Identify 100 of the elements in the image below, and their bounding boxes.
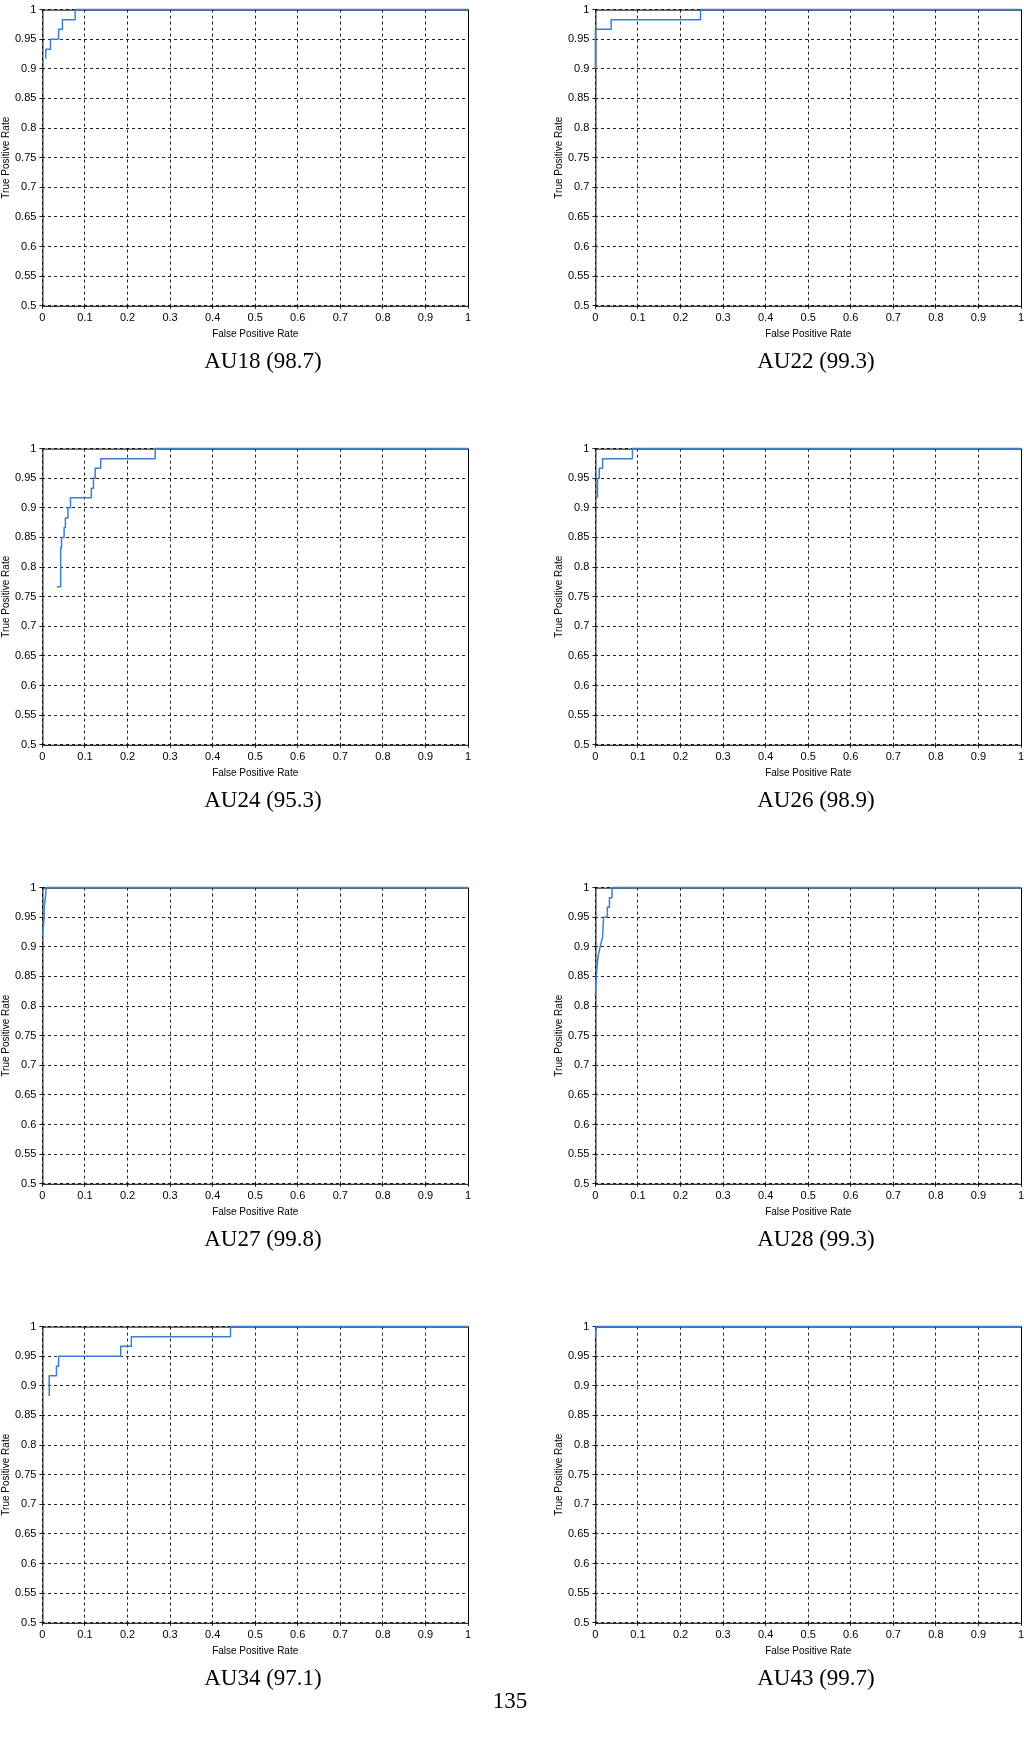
x-tick-label: 0.9 xyxy=(417,750,434,763)
y-tick-label: 0.85 xyxy=(567,1408,590,1421)
x-tick-label: 0.8 xyxy=(928,750,944,763)
x-tick-label: 0.7 xyxy=(332,750,348,763)
x-tick-label: 0.2 xyxy=(119,311,136,324)
x-tick-label: 0.5 xyxy=(800,311,816,324)
x-tick-label: 0 xyxy=(592,1628,599,1641)
x-tick-label: 0 xyxy=(39,1628,46,1641)
y-tick-label: 0.8 xyxy=(574,121,590,134)
x-axis-title: False Positive Rate xyxy=(212,1205,299,1217)
y-tick-label: 0.9 xyxy=(21,1378,37,1391)
text: AU27 (99.8) xyxy=(203,1226,323,1252)
y-tick-label: 0.9 xyxy=(21,939,37,952)
y-tick-label: 0.6 xyxy=(574,1117,590,1130)
y-tick-label: 0.5 xyxy=(574,737,590,750)
x-tick-label: 1 xyxy=(464,750,472,763)
x-tick-label: 0.2 xyxy=(672,1189,689,1202)
x-tick-label: 0.4 xyxy=(758,311,774,324)
y-tick-label: 0.75 xyxy=(567,1467,590,1480)
text: AU22 (99.3) xyxy=(756,348,876,374)
x-tick-label: 0.9 xyxy=(970,750,987,763)
y-tick-label: 0.5 xyxy=(21,298,37,311)
x-tick-label: 0.8 xyxy=(928,311,944,324)
x-tick-label: 0.4 xyxy=(205,311,221,324)
x-tick-label: 0.5 xyxy=(800,1628,816,1641)
y-tick-label: 0.75 xyxy=(14,589,37,602)
x-tick-label: 0.7 xyxy=(885,750,901,763)
y-tick-label: 0.8 xyxy=(574,1438,590,1451)
x-tick-label: 0.6 xyxy=(290,1628,306,1641)
x-tick-label: 0.7 xyxy=(885,1189,901,1202)
x-tick-label: 0.3 xyxy=(162,1628,178,1641)
x-tick-label: 1 xyxy=(1017,311,1024,324)
y-tick-label: 0.55 xyxy=(14,269,37,282)
x-axis-title: False Positive Rate xyxy=(212,766,299,778)
y-tick-label: 0.6 xyxy=(574,678,590,691)
x-tick-label: 0.5 xyxy=(800,1189,816,1202)
x-tick-label: 0.5 xyxy=(247,750,263,763)
y-tick-label: 0.7 xyxy=(574,619,590,632)
x-tick-label: 0.6 xyxy=(843,750,859,763)
y-tick-label: 0.55 xyxy=(567,1147,590,1160)
x-tick-label: 0.2 xyxy=(119,1628,136,1641)
y-axis-title: True Positive Rate xyxy=(552,555,564,638)
y-tick-label: 0.9 xyxy=(574,500,590,513)
y-tick-label: 0.75 xyxy=(14,1028,37,1041)
y-axis-title: True Positive Rate xyxy=(0,994,11,1077)
x-tick-label: 0.8 xyxy=(375,750,391,763)
y-tick-label: 0.95 xyxy=(14,910,37,923)
y-tick-label: 0.75 xyxy=(14,1467,37,1480)
y-tick-label: 0.8 xyxy=(21,1438,37,1451)
x-tick-label: 0.1 xyxy=(630,750,646,763)
x-tick-label: 0.2 xyxy=(119,750,136,763)
x-tick-label: 0.9 xyxy=(970,1628,987,1641)
y-axis-title: True Positive Rate xyxy=(0,1433,11,1516)
x-tick-label: 0.3 xyxy=(715,750,731,763)
y-tick-label: 0.65 xyxy=(14,1087,37,1100)
x-tick-label: 0.9 xyxy=(970,311,987,324)
y-tick-label: 0.65 xyxy=(567,1087,590,1100)
x-tick-label: 0.7 xyxy=(332,311,348,324)
x-tick-label: 0.5 xyxy=(247,1628,263,1641)
x-tick-label: 0 xyxy=(39,311,46,324)
x-tick-label: 0.2 xyxy=(119,1189,136,1202)
y-tick-label: 1 xyxy=(583,1319,590,1332)
y-tick-label: 0.95 xyxy=(567,32,590,45)
x-tick-label: 0.1 xyxy=(77,750,93,763)
text: AU24 (95.3) xyxy=(203,787,323,813)
y-tick-label: 0.55 xyxy=(567,708,590,721)
x-tick-label: 0.2 xyxy=(672,750,689,763)
x-tick-label: 0.1 xyxy=(77,311,93,324)
x-tick-label: 0.5 xyxy=(247,1189,263,1202)
x-tick-label: 0.9 xyxy=(970,1189,987,1202)
x-tick-label: 0.4 xyxy=(205,750,221,763)
x-tick-label: 0.6 xyxy=(843,311,859,324)
x-tick-label: 0.2 xyxy=(672,311,689,324)
x-tick-label: 0.3 xyxy=(162,311,178,324)
y-tick-label: 0.75 xyxy=(567,1028,590,1041)
x-tick-label: 0.8 xyxy=(375,1189,391,1202)
y-tick-label: 0.6 xyxy=(21,678,37,691)
y-tick-label: 0.65 xyxy=(14,1526,37,1539)
x-tick-label: 0.1 xyxy=(630,1628,646,1641)
y-tick-label: 0.55 xyxy=(567,1586,590,1599)
y-tick-label: 0.55 xyxy=(14,708,37,721)
y-tick-label: 0.5 xyxy=(21,1615,37,1628)
x-tick-label: 0.6 xyxy=(843,1628,859,1641)
y-tick-label: 0.85 xyxy=(14,91,37,104)
y-tick-label: 0.9 xyxy=(21,61,37,74)
x-axis-title: False Positive Rate xyxy=(212,1644,299,1656)
y-tick-label: 0.5 xyxy=(574,1176,590,1189)
text: AU28 (99.3) xyxy=(756,1226,876,1252)
x-axis-title: False Positive Rate xyxy=(212,327,299,339)
y-tick-label: 0.9 xyxy=(574,939,590,952)
x-tick-label: 0.4 xyxy=(758,1628,774,1641)
x-tick-label: 0 xyxy=(592,750,599,763)
x-tick-label: 0.1 xyxy=(77,1189,93,1202)
y-tick-label: 0.7 xyxy=(21,1497,37,1510)
text: AU26 (98.9) xyxy=(756,787,876,813)
x-tick-label: 0.7 xyxy=(332,1189,348,1202)
x-axis-title: False Positive Rate xyxy=(765,1205,852,1217)
y-tick-label: 0.8 xyxy=(21,999,37,1012)
x-tick-label: 0.7 xyxy=(885,311,901,324)
y-tick-label: 0.95 xyxy=(567,910,590,923)
